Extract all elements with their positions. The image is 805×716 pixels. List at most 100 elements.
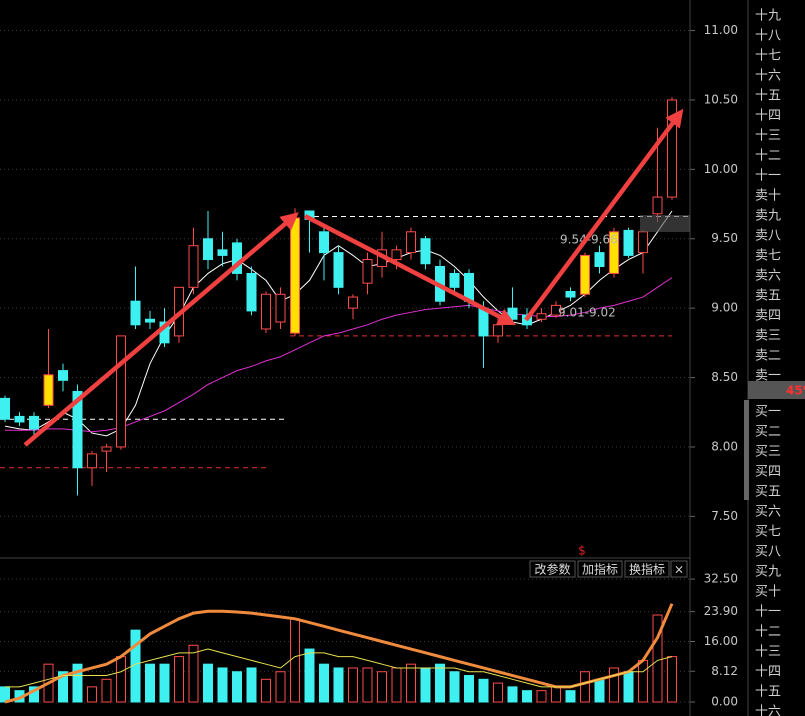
volume-bar: [217, 667, 228, 703]
volume-bar: [551, 686, 561, 703]
candle-body: [275, 293, 286, 323]
bid-label: 买一: [755, 405, 781, 420]
volume-bar: [594, 678, 605, 703]
toolbar-button[interactable]: [670, 560, 688, 578]
volume-bar: [493, 682, 503, 703]
candle-body: [246, 272, 257, 312]
trend-arrow: [23, 212, 299, 447]
volume-bar: [188, 644, 199, 703]
bid-label: 买六: [755, 505, 781, 520]
ask-label: 十一: [755, 169, 781, 184]
ask-label: 十八: [755, 29, 781, 44]
y-tick-label: 32.50: [704, 572, 738, 586]
ratio-label: 45%: [786, 384, 805, 398]
bid-label: 十二: [755, 625, 781, 640]
volume-bar: [406, 663, 416, 703]
volume-bar: [580, 671, 590, 703]
candle-body: [319, 231, 329, 254]
bid-label: 买二: [755, 425, 781, 440]
scroll-handle[interactable]: [744, 400, 749, 500]
volume-bar: [58, 671, 68, 703]
candle-body: [145, 318, 155, 323]
candle-body: [420, 238, 431, 265]
toolbar-button[interactable]: [577, 560, 623, 578]
ratio-badge: [748, 381, 805, 399]
ask-label: 十四: [755, 109, 781, 124]
candle-body: [188, 245, 199, 288]
volume-bar: [638, 659, 648, 703]
volume-bar: [609, 667, 619, 703]
volume-panel: 0.00 8.12 16.00 23.90 32.50: [0, 572, 738, 709]
ask-label: 卖七: [755, 249, 781, 264]
volume-bar: [362, 667, 373, 703]
ask-label: 十九: [755, 9, 781, 24]
y-tick-label: 9.50: [711, 231, 738, 245]
candle-body: [58, 370, 68, 381]
bid-label: 十六: [755, 705, 781, 716]
bid-label: 十四: [755, 665, 781, 680]
bid-label: 买九: [755, 565, 781, 580]
volume-bar: [87, 686, 97, 703]
volume-bar: [246, 667, 257, 703]
bid-label: 十三: [755, 645, 781, 660]
toolbar-label[interactable]: 加指标: [582, 562, 618, 577]
ask-label: 十三: [755, 129, 781, 144]
bid-label: 买四: [755, 465, 781, 480]
candle-body: [130, 300, 141, 326]
toolbar-label[interactable]: 换指标: [629, 562, 665, 577]
candle-body: [391, 249, 402, 261]
candle-body: [406, 231, 416, 254]
bid-label: 买七: [755, 525, 781, 540]
ask-label: 卖四: [755, 309, 781, 324]
candle-body: [580, 254, 590, 295]
bid-label: 十五: [755, 685, 781, 700]
price-highlight: [640, 215, 690, 232]
bid-label: 买十: [755, 585, 781, 600]
price-panel: 7.50 8.00 8.50 9.00 9.50 10.00 10.50 11.00 9.54-…: [0, 23, 738, 523]
volume-bar: [261, 678, 271, 703]
candle-body: [261, 293, 271, 330]
ask-label: 卖九: [755, 209, 781, 224]
volume-bar: [319, 663, 329, 703]
candle-body: [449, 272, 460, 288]
ask-label: 卖十: [755, 189, 781, 204]
ask-label: 十五: [755, 89, 781, 104]
annotation: 9.54-9.66: [560, 233, 618, 247]
toolbar-button[interactable]: [529, 560, 576, 578]
volume-bar: [72, 663, 83, 703]
toolbar-button[interactable]: [624, 560, 670, 578]
candle-body: [116, 335, 126, 448]
candle-body: [72, 390, 83, 469]
toolbar-label[interactable]: 改参数: [534, 562, 570, 577]
toolbar-label[interactable]: ×: [674, 563, 684, 577]
candle-body: [203, 238, 213, 261]
candle-body: [0, 397, 10, 420]
volume-bar: [101, 678, 112, 703]
marker: $: [578, 544, 586, 558]
ask-label: 十六: [755, 69, 781, 84]
volume-bar: [507, 686, 518, 703]
volume-bar: [652, 614, 663, 703]
volume-bar: [203, 663, 213, 703]
candle-body: [333, 252, 344, 288]
volume-bar: [449, 671, 460, 703]
candle-body: [638, 231, 648, 254]
ma-line: [5, 648, 673, 688]
candle-body: [551, 304, 561, 316]
ask-label: 卖一: [755, 369, 781, 384]
y-tick-label: 23.90: [704, 604, 738, 618]
candle-body: [565, 290, 576, 298]
volume-bar: [145, 663, 155, 703]
y-tick-label: 7.50: [711, 509, 738, 523]
volume-bar: [667, 656, 677, 703]
volume-bar: [478, 678, 489, 703]
ask-label: 十七: [755, 49, 781, 64]
candle-body: [348, 296, 358, 309]
y-tick-label: 9.00: [711, 301, 738, 315]
volume-bar: [377, 671, 387, 703]
volume-bar: [232, 671, 242, 703]
candle-body: [493, 324, 503, 337]
candle-body: [290, 217, 300, 334]
y-tick-label: 11.00: [704, 23, 738, 37]
